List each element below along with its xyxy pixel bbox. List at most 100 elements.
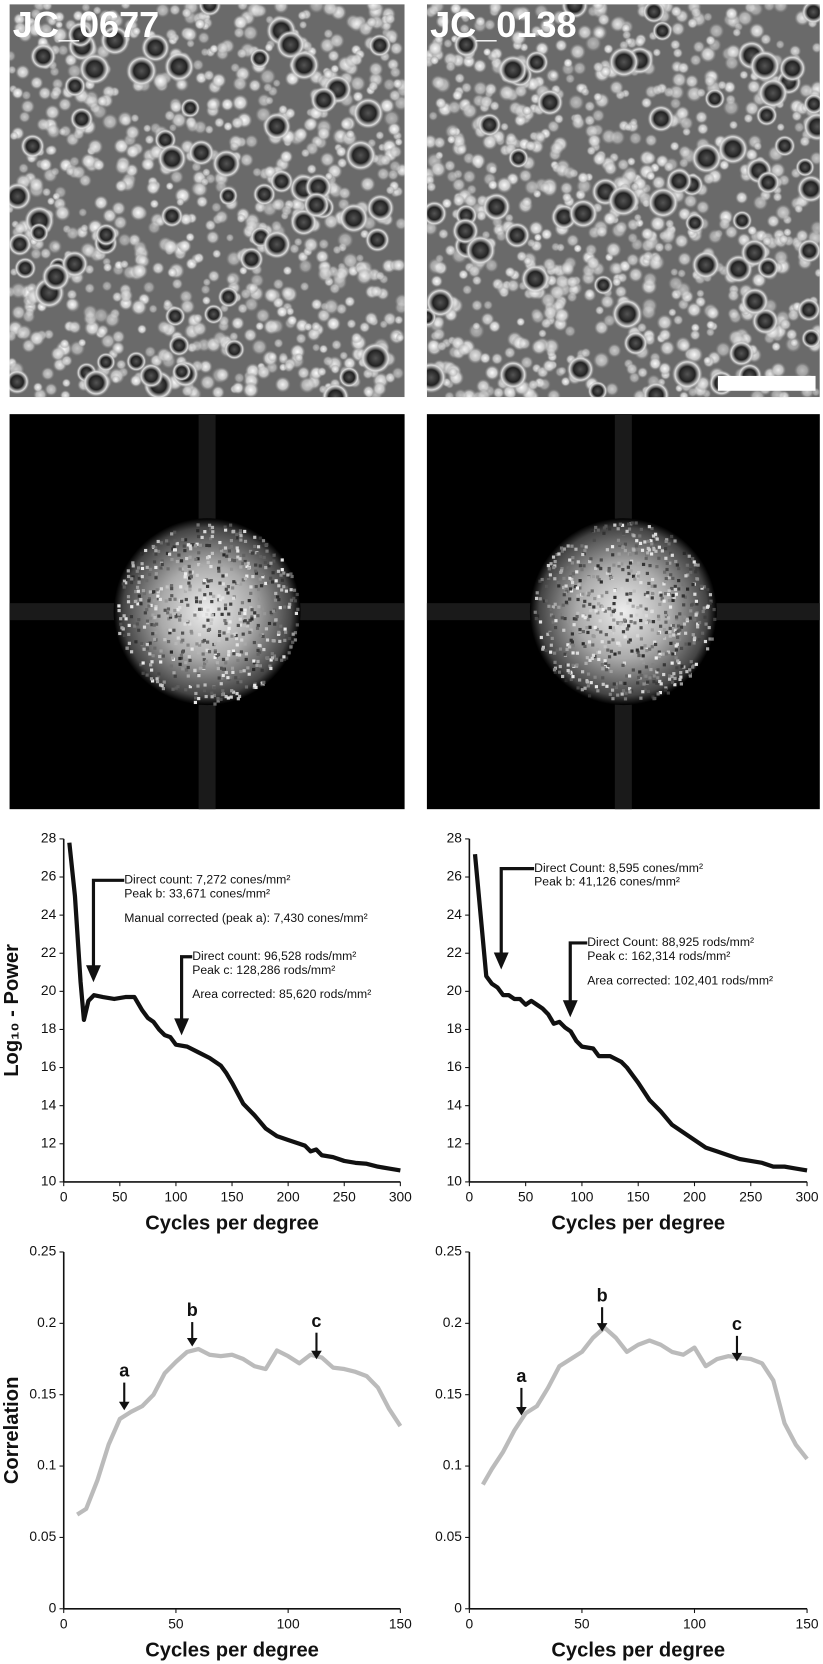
cone-spot — [444, 391, 455, 402]
fft-noise — [662, 635, 665, 638]
fft-noise — [549, 632, 552, 635]
fft-noise — [610, 650, 613, 653]
cone-spot — [679, 391, 689, 401]
fft-noise — [234, 676, 237, 679]
fft-noise — [136, 570, 139, 573]
fft-noise — [219, 598, 222, 601]
fft-noise — [673, 539, 676, 542]
fft-noise — [693, 560, 696, 563]
fft-noise — [261, 573, 264, 576]
fft-noise — [138, 577, 141, 580]
fft-noise — [611, 545, 614, 548]
fft-noise — [119, 623, 122, 626]
fft-noise — [645, 649, 648, 652]
fft-noise — [677, 567, 680, 570]
fft-noise — [645, 665, 648, 668]
fft-noise — [688, 672, 691, 675]
fft-noise — [567, 566, 570, 569]
fft-noise — [677, 624, 680, 627]
cone-spot — [119, 288, 133, 302]
rod-ring — [588, 381, 608, 401]
x-tick-label: 0 — [466, 1616, 474, 1631]
rod-ring — [797, 298, 821, 322]
fft-noise — [655, 682, 658, 685]
fft-noise — [190, 683, 193, 686]
cone-spot — [432, 328, 445, 341]
cone-spot — [470, 153, 486, 169]
fft-noise — [565, 601, 568, 604]
annotation-text: Direct Count: 88,925 rods/mm² — [587, 935, 754, 949]
cone-spot — [447, 135, 456, 144]
fft-noise — [649, 668, 652, 671]
fft-noise — [664, 557, 667, 560]
cone-spot — [101, 113, 118, 130]
cone-spot — [504, 267, 515, 278]
fft-noise — [235, 692, 238, 695]
fft-noise — [269, 562, 272, 565]
fft-noise — [237, 697, 240, 700]
fft-noise — [257, 605, 260, 608]
fft-noise — [592, 605, 595, 608]
rod-ring — [366, 194, 394, 222]
fft-noise — [235, 533, 238, 536]
fft-noise — [612, 610, 615, 613]
fft-noise — [247, 567, 250, 570]
cone-spot — [143, 281, 156, 294]
x-tick-label: 100 — [164, 1189, 187, 1204]
fft-noise — [227, 627, 230, 630]
cone-spot — [568, 94, 584, 110]
rod-ring — [756, 105, 778, 127]
fft-noise — [176, 560, 179, 563]
fft-noise — [259, 578, 262, 581]
fft-noise — [296, 593, 299, 596]
fft-noise — [184, 538, 187, 541]
cone-spot — [376, 167, 390, 181]
fft-noise — [140, 642, 143, 645]
fft-noise — [568, 558, 571, 561]
fft-noise — [571, 561, 574, 564]
fft-noise — [588, 626, 591, 629]
cone-spot — [547, 389, 561, 403]
fft-noise — [601, 663, 604, 666]
fft-noise — [641, 686, 644, 689]
cone-spot — [563, 166, 577, 180]
fft-noise — [165, 539, 168, 542]
cone-spot — [462, 170, 476, 184]
fft-noise — [574, 548, 577, 551]
fft-noise — [194, 701, 197, 704]
fft-noise — [629, 592, 632, 595]
cone-spot — [627, 232, 638, 243]
fft-noise — [205, 695, 208, 698]
cone-spot — [430, 56, 440, 66]
fft-noise — [195, 617, 198, 620]
fft-noise — [611, 697, 614, 700]
fft-noise — [693, 637, 696, 640]
fft-noise — [556, 648, 559, 651]
fft-noise — [669, 634, 672, 637]
fft-noise — [167, 607, 170, 610]
fft-noise — [213, 686, 216, 689]
rod-ring — [567, 356, 594, 383]
fft-noise — [617, 562, 620, 565]
fft-noise — [189, 547, 192, 550]
cone-spot — [340, 118, 352, 130]
fft-noise — [668, 678, 671, 681]
fft-noise — [595, 685, 598, 688]
fft-noise — [283, 639, 286, 642]
y-tick-label: 0.05 — [435, 1529, 462, 1544]
peak-label: b — [597, 1285, 608, 1305]
fft-noise — [256, 627, 259, 630]
fft-noise — [244, 619, 247, 622]
cone-spot — [563, 58, 573, 68]
fft-noise — [239, 583, 242, 586]
fft-noise — [230, 689, 233, 692]
fft-noise — [240, 638, 243, 641]
fft-noise — [243, 669, 246, 672]
cone-spot — [435, 97, 447, 109]
fft-noise — [576, 598, 579, 601]
fft-noise — [671, 662, 674, 665]
x-tick-label: 150 — [221, 1189, 244, 1204]
cone-spot — [362, 385, 374, 397]
fft-noise — [585, 626, 588, 629]
